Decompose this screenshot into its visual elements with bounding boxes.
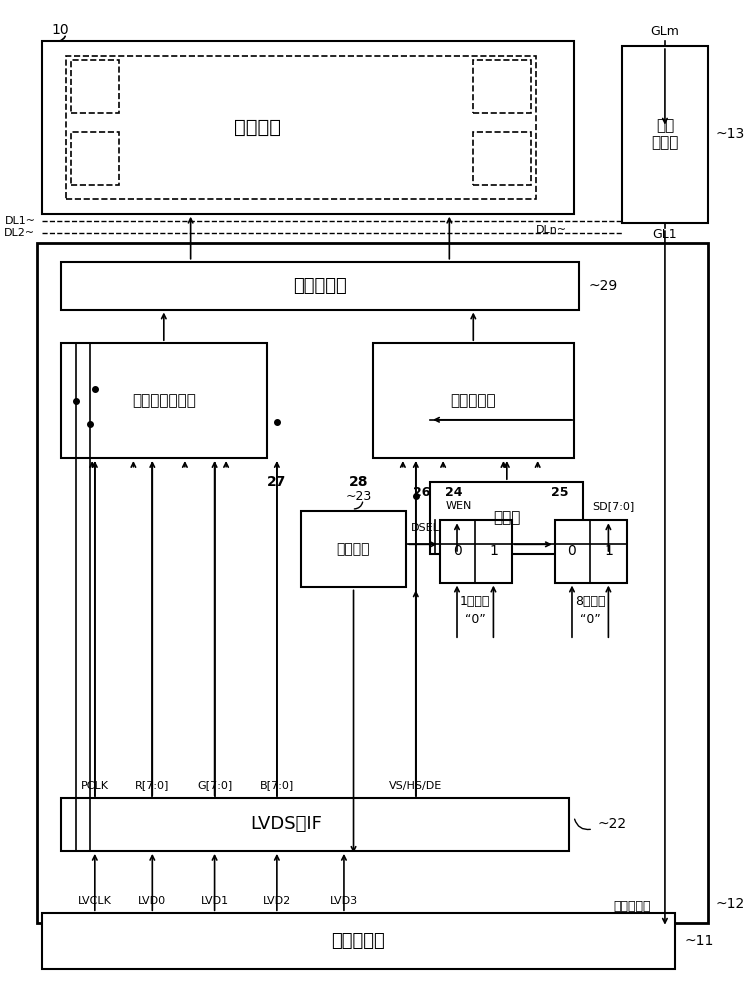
Bar	[42, 41, 574, 214]
Bar	[62, 798, 569, 851]
Text: SD[7:0]: SD[7:0]	[592, 501, 634, 511]
Text: 帧控制部: 帧控制部	[337, 542, 370, 556]
Text: DL2~: DL2~	[4, 228, 35, 238]
Bar	[66, 56, 536, 199]
Text: G[7:0]: G[7:0]	[197, 781, 232, 791]
Text: R[7:0]: R[7:0]	[135, 781, 170, 791]
Bar	[622, 46, 708, 223]
Text: B[7:0]: B[7:0]	[260, 781, 294, 791]
Text: LVD3: LVD3	[330, 896, 358, 906]
Bar	[301, 511, 406, 587]
Text: 28: 28	[349, 475, 368, 489]
Text: 27: 27	[267, 475, 286, 489]
Bar	[555, 520, 626, 583]
Bar	[473, 132, 531, 185]
Text: ~29: ~29	[588, 279, 617, 293]
Text: LVD1: LVD1	[200, 896, 229, 906]
Text: LVCLK: LVCLK	[78, 896, 112, 906]
Text: 源极驱动部: 源极驱动部	[293, 277, 346, 295]
Text: LVDS－IF: LVDS－IF	[251, 815, 322, 833]
Bar	[62, 343, 267, 458]
Text: ~12: ~12	[716, 897, 745, 911]
Text: 源极驱动器: 源极驱动器	[613, 900, 650, 913]
Bar	[70, 60, 118, 113]
Bar	[473, 60, 531, 113]
Bar	[42, 913, 674, 969]
Text: GLm: GLm	[650, 25, 680, 38]
Text: 1: 1	[489, 544, 498, 558]
Text: “0”: “0”	[465, 613, 485, 626]
Text: 1比特的: 1比特的	[460, 595, 490, 608]
Text: LVD0: LVD0	[138, 896, 166, 906]
Text: 0: 0	[568, 544, 576, 558]
Bar	[440, 520, 512, 583]
Text: 25: 25	[550, 486, 568, 499]
Bar	[373, 343, 574, 458]
Text: LVD2: LVD2	[262, 896, 291, 906]
Text: ~23: ~23	[345, 490, 371, 503]
Text: “0”: “0”	[580, 613, 601, 626]
Text: DSEL: DSEL	[411, 523, 440, 533]
Text: 26: 26	[413, 486, 430, 499]
Text: ~11: ~11	[684, 934, 713, 948]
Bar	[430, 482, 584, 554]
Text: 图像数据控制部: 图像数据控制部	[132, 393, 196, 408]
Text: 定时控制部: 定时控制部	[451, 393, 496, 408]
Text: 0: 0	[453, 544, 461, 558]
Text: GL1: GL1	[652, 228, 677, 241]
Text: DLn~: DLn~	[536, 225, 567, 235]
Text: VS/HS/DE: VS/HS/DE	[389, 781, 442, 791]
Text: 显示控制器: 显示控制器	[332, 932, 386, 950]
Text: WEN: WEN	[446, 501, 472, 511]
Text: ~22: ~22	[598, 817, 627, 831]
Bar	[38, 243, 708, 923]
Bar	[62, 262, 579, 310]
Text: 24: 24	[446, 486, 463, 499]
Text: 10: 10	[52, 23, 69, 37]
Text: PCLK: PCLK	[81, 781, 109, 791]
Text: 1: 1	[604, 544, 613, 558]
Bar	[70, 132, 118, 185]
Text: 8比特的: 8比特的	[575, 595, 605, 608]
Text: 栅极
驱动器: 栅极 驱动器	[651, 118, 679, 150]
Text: 寄存器: 寄存器	[494, 510, 520, 525]
Text: 显示面板: 显示面板	[234, 118, 281, 137]
Text: DL1~: DL1~	[4, 216, 35, 226]
Text: ~13: ~13	[716, 127, 745, 141]
